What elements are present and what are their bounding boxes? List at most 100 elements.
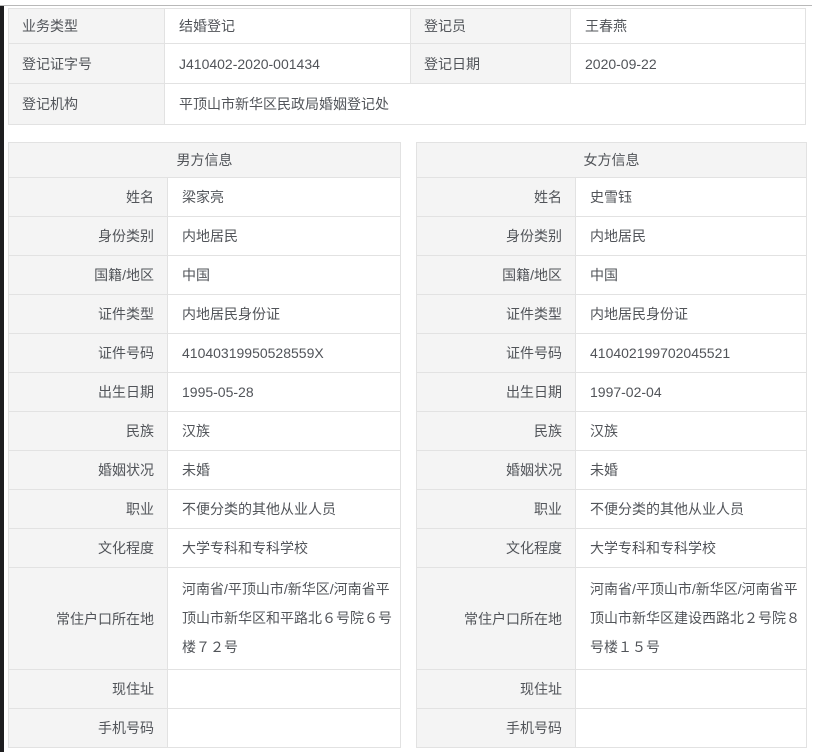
field-value-household-address: 河南省/平顶山市/新华区/河南省平顶山市新华区和平路北６号院６号楼７２号 xyxy=(167,567,401,670)
field-label-current-address: 现住址 xyxy=(416,669,576,709)
field-value-ethnicity: 汉族 xyxy=(575,411,807,451)
field-value-education: 大学专科和专科学校 xyxy=(167,528,401,568)
field-label-household-address: 常住户口所在地 xyxy=(8,567,168,670)
field-value-name: 史雪钰 xyxy=(575,177,807,217)
female-info-title: 女方信息 xyxy=(416,142,807,178)
field-label-identity-category: 身份类别 xyxy=(416,216,576,256)
field-value-nationality: 中国 xyxy=(167,255,401,295)
field-value-mobile-number xyxy=(167,708,401,748)
field-label-mobile-number: 手机号码 xyxy=(416,708,576,748)
field-value-id-type: 内地居民身份证 xyxy=(167,294,401,334)
registration-summary-table: 业务类型 结婚登记 登记员 王春燕 登记证字号 J410402-2020-001… xyxy=(8,8,806,125)
table-row: 常住户口所在地 河南省/平顶山市/新华区/河南省平顶山市新华区建设西路北２号院８… xyxy=(416,567,807,670)
table-row: 证件类型 内地居民身份证 xyxy=(416,294,807,334)
field-value-registration-date: 2020-09-22 xyxy=(570,43,806,84)
table-row: 国籍/地区 中国 xyxy=(8,255,401,295)
field-value-occupation: 不便分类的其他从业人员 xyxy=(575,489,807,529)
table-row: 证件号码 410402199702045521 xyxy=(416,333,807,373)
field-label-nationality: 国籍/地区 xyxy=(8,255,168,295)
table-row: 婚姻状况 未婚 xyxy=(416,450,807,490)
table-row: 国籍/地区 中国 xyxy=(416,255,807,295)
field-value-ethnicity: 汉族 xyxy=(167,411,401,451)
table-header-row: 女方信息 xyxy=(416,142,807,178)
table-row: 身份类别 内地居民 xyxy=(8,216,401,256)
table-row: 民族 汉族 xyxy=(416,411,807,451)
field-label-name: 姓名 xyxy=(8,177,168,217)
field-label-ethnicity: 民族 xyxy=(8,411,168,451)
table-row: 手机号码 xyxy=(416,708,807,748)
field-value-current-address xyxy=(575,669,807,709)
field-value-birth-date: 1997-02-04 xyxy=(575,372,807,412)
table-row: 手机号码 xyxy=(8,708,401,748)
field-label-birth-date: 出生日期 xyxy=(8,372,168,412)
field-value-identity-category: 内地居民 xyxy=(575,216,807,256)
field-label-registrar: 登记员 xyxy=(410,8,571,44)
field-value-registration-office: 平顶山市新华区民政局婚姻登记处 xyxy=(164,83,806,125)
field-label-identity-category: 身份类别 xyxy=(8,216,168,256)
table-row: 身份类别 内地居民 xyxy=(416,216,807,256)
field-label-business-type: 业务类型 xyxy=(8,8,165,44)
field-label-id-type: 证件类型 xyxy=(416,294,576,334)
table-row: 现住址 xyxy=(8,669,401,709)
field-label-id-number: 证件号码 xyxy=(8,333,168,373)
field-value-id-number: 41040319950528559X xyxy=(167,333,401,373)
table-row: 姓名 史雪钰 xyxy=(416,177,807,217)
field-value-id-type: 内地居民身份证 xyxy=(575,294,807,334)
field-label-registration-office: 登记机构 xyxy=(8,83,165,125)
field-value-marital-status: 未婚 xyxy=(575,450,807,490)
table-row: 出生日期 1995-05-28 xyxy=(8,372,401,412)
field-label-certificate-no: 登记证字号 xyxy=(8,43,165,84)
field-value-mobile-number xyxy=(575,708,807,748)
field-label-registration-date: 登记日期 xyxy=(410,43,571,84)
table-row: 登记证字号 J410402-2020-001434 登记日期 2020-09-2… xyxy=(8,43,806,84)
field-label-household-address: 常住户口所在地 xyxy=(416,567,576,670)
table-row: 民族 汉族 xyxy=(8,411,401,451)
field-value-identity-category: 内地居民 xyxy=(167,216,401,256)
window-left-edge xyxy=(0,6,4,752)
table-row: 证件类型 内地居民身份证 xyxy=(8,294,401,334)
male-info-table: 男方信息 姓名 梁家亮 身份类别 内地居民 国籍/地区 中国 证件类型 内地居民… xyxy=(8,142,401,748)
person-info-section: 男方信息 姓名 梁家亮 身份类别 内地居民 国籍/地区 中国 证件类型 内地居民… xyxy=(8,142,817,748)
field-value-business-type: 结婚登记 xyxy=(164,8,411,44)
field-label-nationality: 国籍/地区 xyxy=(416,255,576,295)
field-value-household-address: 河南省/平顶山市/新华区/河南省平顶山市新华区建设西路北２号院８号楼１５号 xyxy=(575,567,807,670)
field-value-current-address xyxy=(167,669,401,709)
field-label-education: 文化程度 xyxy=(416,528,576,568)
field-value-occupation: 不便分类的其他从业人员 xyxy=(167,489,401,529)
field-label-birth-date: 出生日期 xyxy=(416,372,576,412)
field-value-id-number: 410402199702045521 xyxy=(575,333,807,373)
field-label-ethnicity: 民族 xyxy=(416,411,576,451)
table-row: 文化程度 大学专科和专科学校 xyxy=(416,528,807,568)
female-info-table: 女方信息 姓名 史雪钰 身份类别 内地居民 国籍/地区 中国 证件类型 内地居民… xyxy=(416,142,807,748)
field-label-education: 文化程度 xyxy=(8,528,168,568)
field-label-name: 姓名 xyxy=(416,177,576,217)
table-row: 出生日期 1997-02-04 xyxy=(416,372,807,412)
field-value-marital-status: 未婚 xyxy=(167,450,401,490)
male-info-title: 男方信息 xyxy=(8,142,401,178)
field-label-id-type: 证件类型 xyxy=(8,294,168,334)
table-row: 现住址 xyxy=(416,669,807,709)
field-value-certificate-no: J410402-2020-001434 xyxy=(164,43,411,84)
table-row: 姓名 梁家亮 xyxy=(8,177,401,217)
table-row: 职业 不便分类的其他从业人员 xyxy=(8,489,401,529)
table-row: 婚姻状况 未婚 xyxy=(8,450,401,490)
field-label-marital-status: 婚姻状况 xyxy=(416,450,576,490)
table-row: 职业 不便分类的其他从业人员 xyxy=(416,489,807,529)
field-label-current-address: 现住址 xyxy=(8,669,168,709)
field-label-occupation: 职业 xyxy=(416,489,576,529)
table-header-row: 男方信息 xyxy=(8,142,401,178)
field-value-nationality: 中国 xyxy=(575,255,807,295)
table-row: 业务类型 结婚登记 登记员 王春燕 xyxy=(8,8,806,44)
field-label-occupation: 职业 xyxy=(8,489,168,529)
window-top-edge xyxy=(0,5,812,6)
field-label-marital-status: 婚姻状况 xyxy=(8,450,168,490)
field-label-id-number: 证件号码 xyxy=(416,333,576,373)
table-row: 常住户口所在地 河南省/平顶山市/新华区/河南省平顶山市新华区和平路北６号院６号… xyxy=(8,567,401,670)
table-row: 登记机构 平顶山市新华区民政局婚姻登记处 xyxy=(8,83,806,125)
table-row: 证件号码 41040319950528559X xyxy=(8,333,401,373)
field-value-registrar: 王春燕 xyxy=(570,8,806,44)
field-value-name: 梁家亮 xyxy=(167,177,401,217)
table-row: 文化程度 大学专科和专科学校 xyxy=(8,528,401,568)
field-value-birth-date: 1995-05-28 xyxy=(167,372,401,412)
